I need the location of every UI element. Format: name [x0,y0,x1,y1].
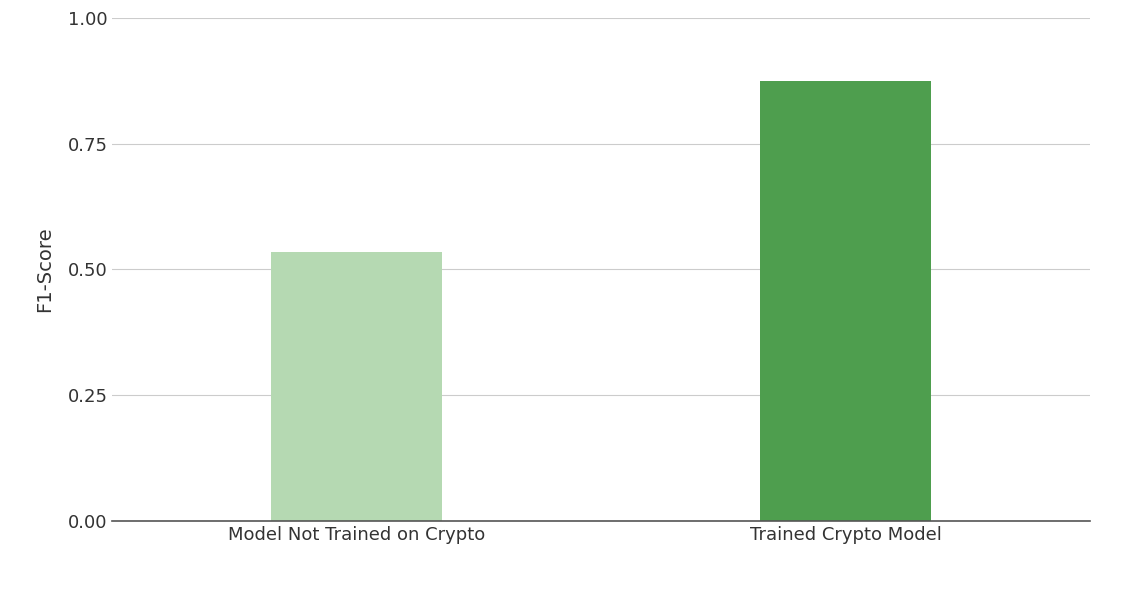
Y-axis label: F1-Score: F1-Score [35,227,54,312]
Bar [760,81,932,521]
Bar [271,252,443,521]
